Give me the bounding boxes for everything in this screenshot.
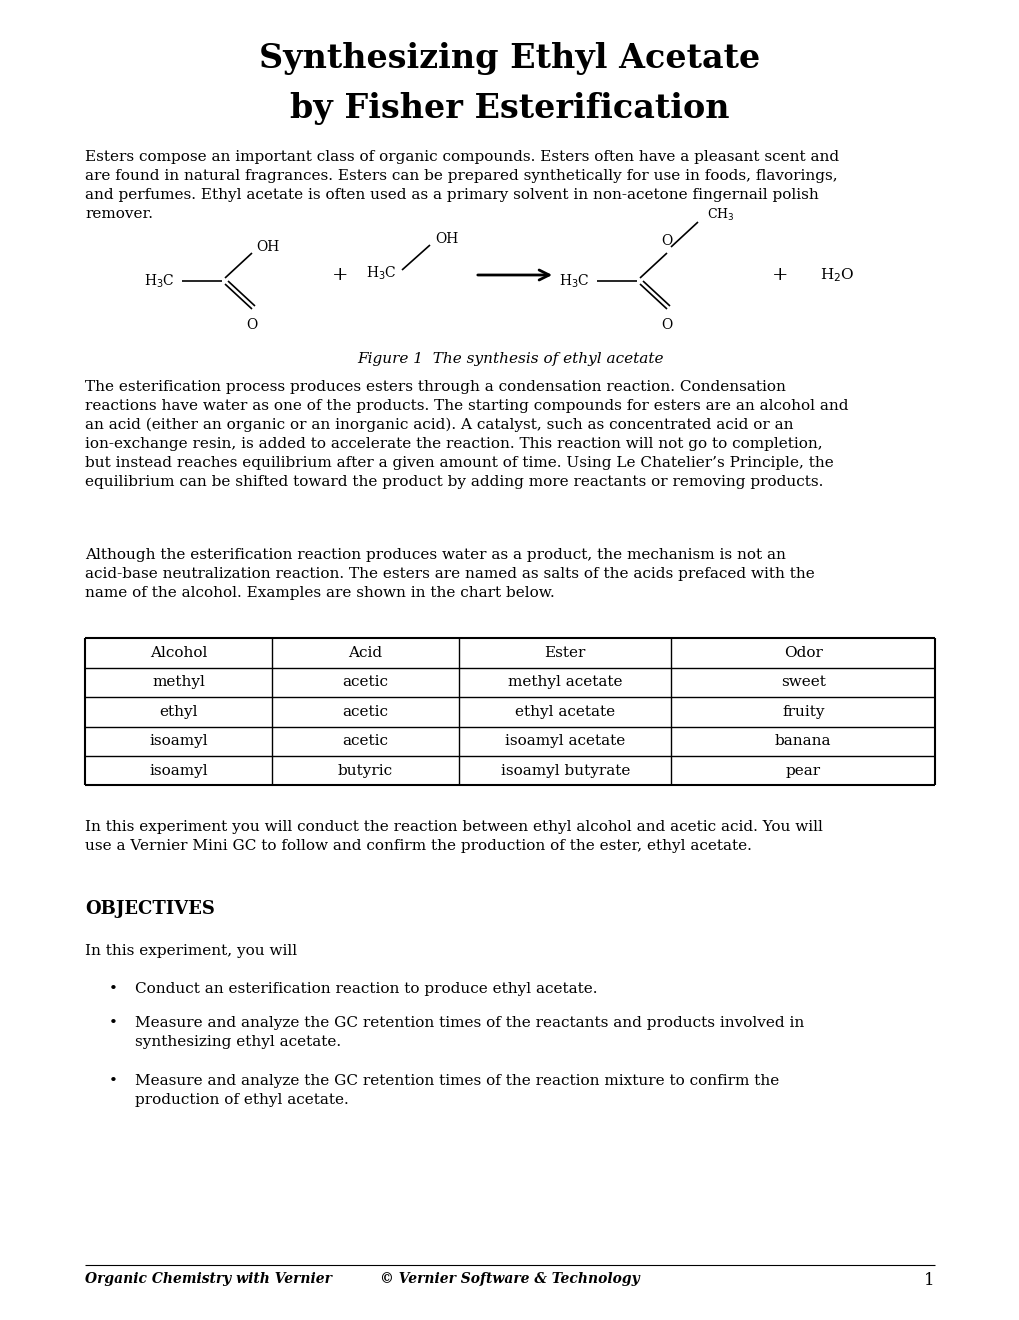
Text: acetic: acetic	[342, 734, 388, 748]
Text: OH: OH	[434, 232, 458, 246]
Text: H$_3$C: H$_3$C	[558, 272, 589, 289]
Text: In this experiment you will conduct the reaction between ethyl alcohol and aceti: In this experiment you will conduct the …	[85, 821, 822, 854]
Text: acetic: acetic	[342, 705, 388, 719]
Text: O: O	[660, 234, 672, 248]
Text: Alcohol: Alcohol	[150, 645, 207, 660]
Text: H$_3$C: H$_3$C	[366, 264, 396, 281]
Text: O: O	[660, 318, 672, 333]
Text: Measure and analyze the GC retention times of the reactants and products involve: Measure and analyze the GC retention tim…	[135, 1016, 803, 1049]
Text: The esterification process produces esters through a condensation reaction. Cond: The esterification process produces este…	[85, 380, 848, 490]
Text: isoamyl: isoamyl	[149, 764, 208, 777]
Text: In this experiment, you will: In this experiment, you will	[85, 945, 297, 958]
Text: isoamyl: isoamyl	[149, 734, 208, 748]
Text: OH: OH	[256, 240, 279, 253]
Text: acetic: acetic	[342, 676, 388, 689]
Text: Acid: Acid	[348, 645, 382, 660]
Text: fruity: fruity	[782, 705, 823, 719]
Text: butyric: butyric	[337, 764, 392, 777]
Text: ethyl: ethyl	[159, 705, 198, 719]
Text: isoamyl butyrate: isoamyl butyrate	[500, 764, 630, 777]
Text: H$_3$C: H$_3$C	[145, 272, 175, 289]
Text: •: •	[108, 1074, 117, 1089]
Text: CH$_3$: CH$_3$	[706, 207, 734, 223]
Text: +: +	[771, 267, 788, 284]
Text: Organic Chemistry with Vernier: Organic Chemistry with Vernier	[85, 1272, 331, 1286]
Text: sweet: sweet	[781, 676, 824, 689]
Text: by Fisher Esterification: by Fisher Esterification	[290, 92, 729, 125]
Text: 1: 1	[923, 1272, 934, 1290]
Text: methyl acetate: methyl acetate	[507, 676, 622, 689]
Text: OBJECTIVES: OBJECTIVES	[85, 900, 215, 919]
Text: +: +	[331, 267, 347, 284]
Text: Measure and analyze the GC retention times of the reaction mixture to confirm th: Measure and analyze the GC retention tim…	[135, 1074, 779, 1107]
Text: Esters compose an important class of organic compounds. Esters often have a plea: Esters compose an important class of org…	[85, 150, 839, 220]
Text: Figure 1  The synthesis of ethyl acetate: Figure 1 The synthesis of ethyl acetate	[357, 352, 662, 366]
Text: methyl: methyl	[152, 676, 205, 689]
Text: ethyl acetate: ethyl acetate	[515, 705, 614, 719]
Text: Conduct an esterification reaction to produce ethyl acetate.: Conduct an esterification reaction to pr…	[135, 982, 597, 997]
Text: banana: banana	[774, 734, 830, 748]
Text: H$_2$O: H$_2$O	[819, 267, 854, 284]
Text: Odor: Odor	[783, 645, 822, 660]
Text: Synthesizing Ethyl Acetate: Synthesizing Ethyl Acetate	[259, 42, 760, 75]
Text: Although the esterification reaction produces water as a product, the mechanism : Although the esterification reaction pro…	[85, 548, 814, 599]
Text: isoamyl acetate: isoamyl acetate	[504, 734, 625, 748]
Text: © Vernier Software & Technology: © Vernier Software & Technology	[380, 1272, 639, 1286]
Text: •: •	[108, 982, 117, 997]
Text: O: O	[247, 318, 258, 333]
Text: Ester: Ester	[544, 645, 585, 660]
Text: •: •	[108, 1016, 117, 1031]
Text: pear: pear	[785, 764, 820, 777]
